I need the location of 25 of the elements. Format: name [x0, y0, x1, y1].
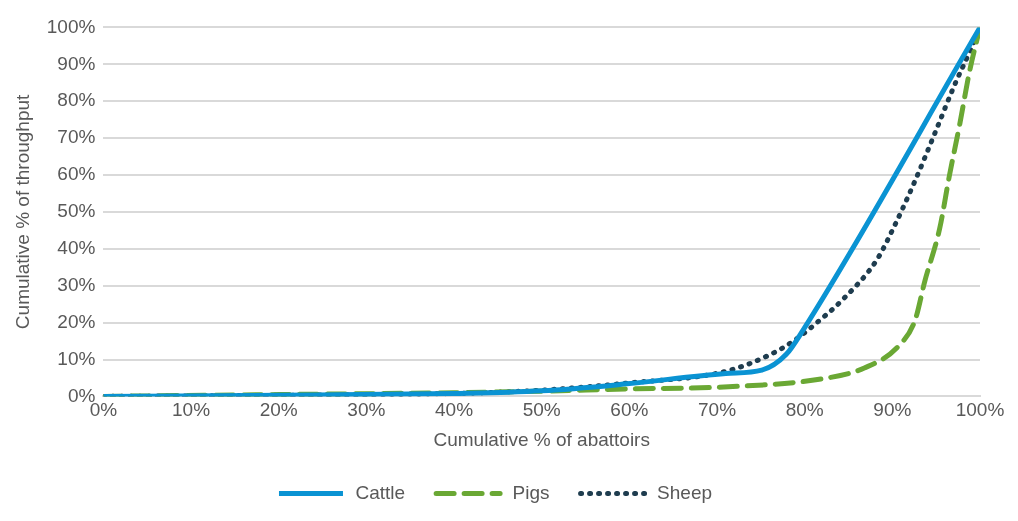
x-axis-title: Cumulative % of abattoirs [433, 428, 650, 450]
y-tick-label: 10% [57, 347, 96, 369]
y-tick-label: 80% [57, 89, 96, 111]
y-tick-label: 50% [57, 200, 96, 222]
x-tick-label: 100% [955, 399, 1005, 421]
x-tick-label: 20% [259, 399, 298, 421]
x-tick-label: 30% [347, 399, 386, 421]
x-tick-label: 10% [172, 399, 211, 421]
x-tick-label: 50% [522, 399, 561, 421]
legend-label: Cattle [355, 481, 406, 503]
legend-label: Pigs [512, 481, 550, 503]
x-tick-label: 70% [698, 399, 737, 421]
x-tick-label: 60% [610, 399, 649, 421]
y-tick-label: 60% [57, 163, 96, 185]
x-tick-label: 80% [785, 399, 824, 421]
x-tick-label: 90% [873, 399, 912, 421]
y-axis-title: Cumulative % of throughput [11, 93, 33, 330]
legend-label: Sheep [657, 481, 713, 503]
y-tick-label: 100% [46, 15, 96, 37]
y-tick-label: 90% [57, 52, 96, 74]
y-tick-label: 70% [57, 126, 96, 148]
y-tick-label: 20% [57, 310, 96, 332]
y-tick-label: 30% [57, 273, 96, 295]
y-tick-label: 40% [57, 237, 96, 259]
x-tick-label: 40% [435, 399, 474, 421]
